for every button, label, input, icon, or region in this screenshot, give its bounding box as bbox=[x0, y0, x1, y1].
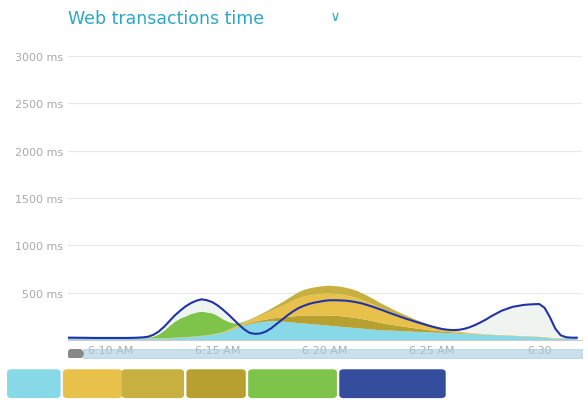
Text: Redis: Redis bbox=[78, 379, 108, 389]
Text: Postgres: Postgres bbox=[129, 379, 176, 389]
Text: MySQL: MySQL bbox=[197, 379, 235, 389]
Text: Web external: Web external bbox=[256, 379, 329, 389]
Ellipse shape bbox=[68, 349, 83, 359]
Text: ∨: ∨ bbox=[326, 10, 341, 24]
Text: Response time: Response time bbox=[352, 379, 433, 389]
Text: PHP: PHP bbox=[23, 379, 45, 389]
Text: Web transactions time: Web transactions time bbox=[68, 10, 264, 28]
